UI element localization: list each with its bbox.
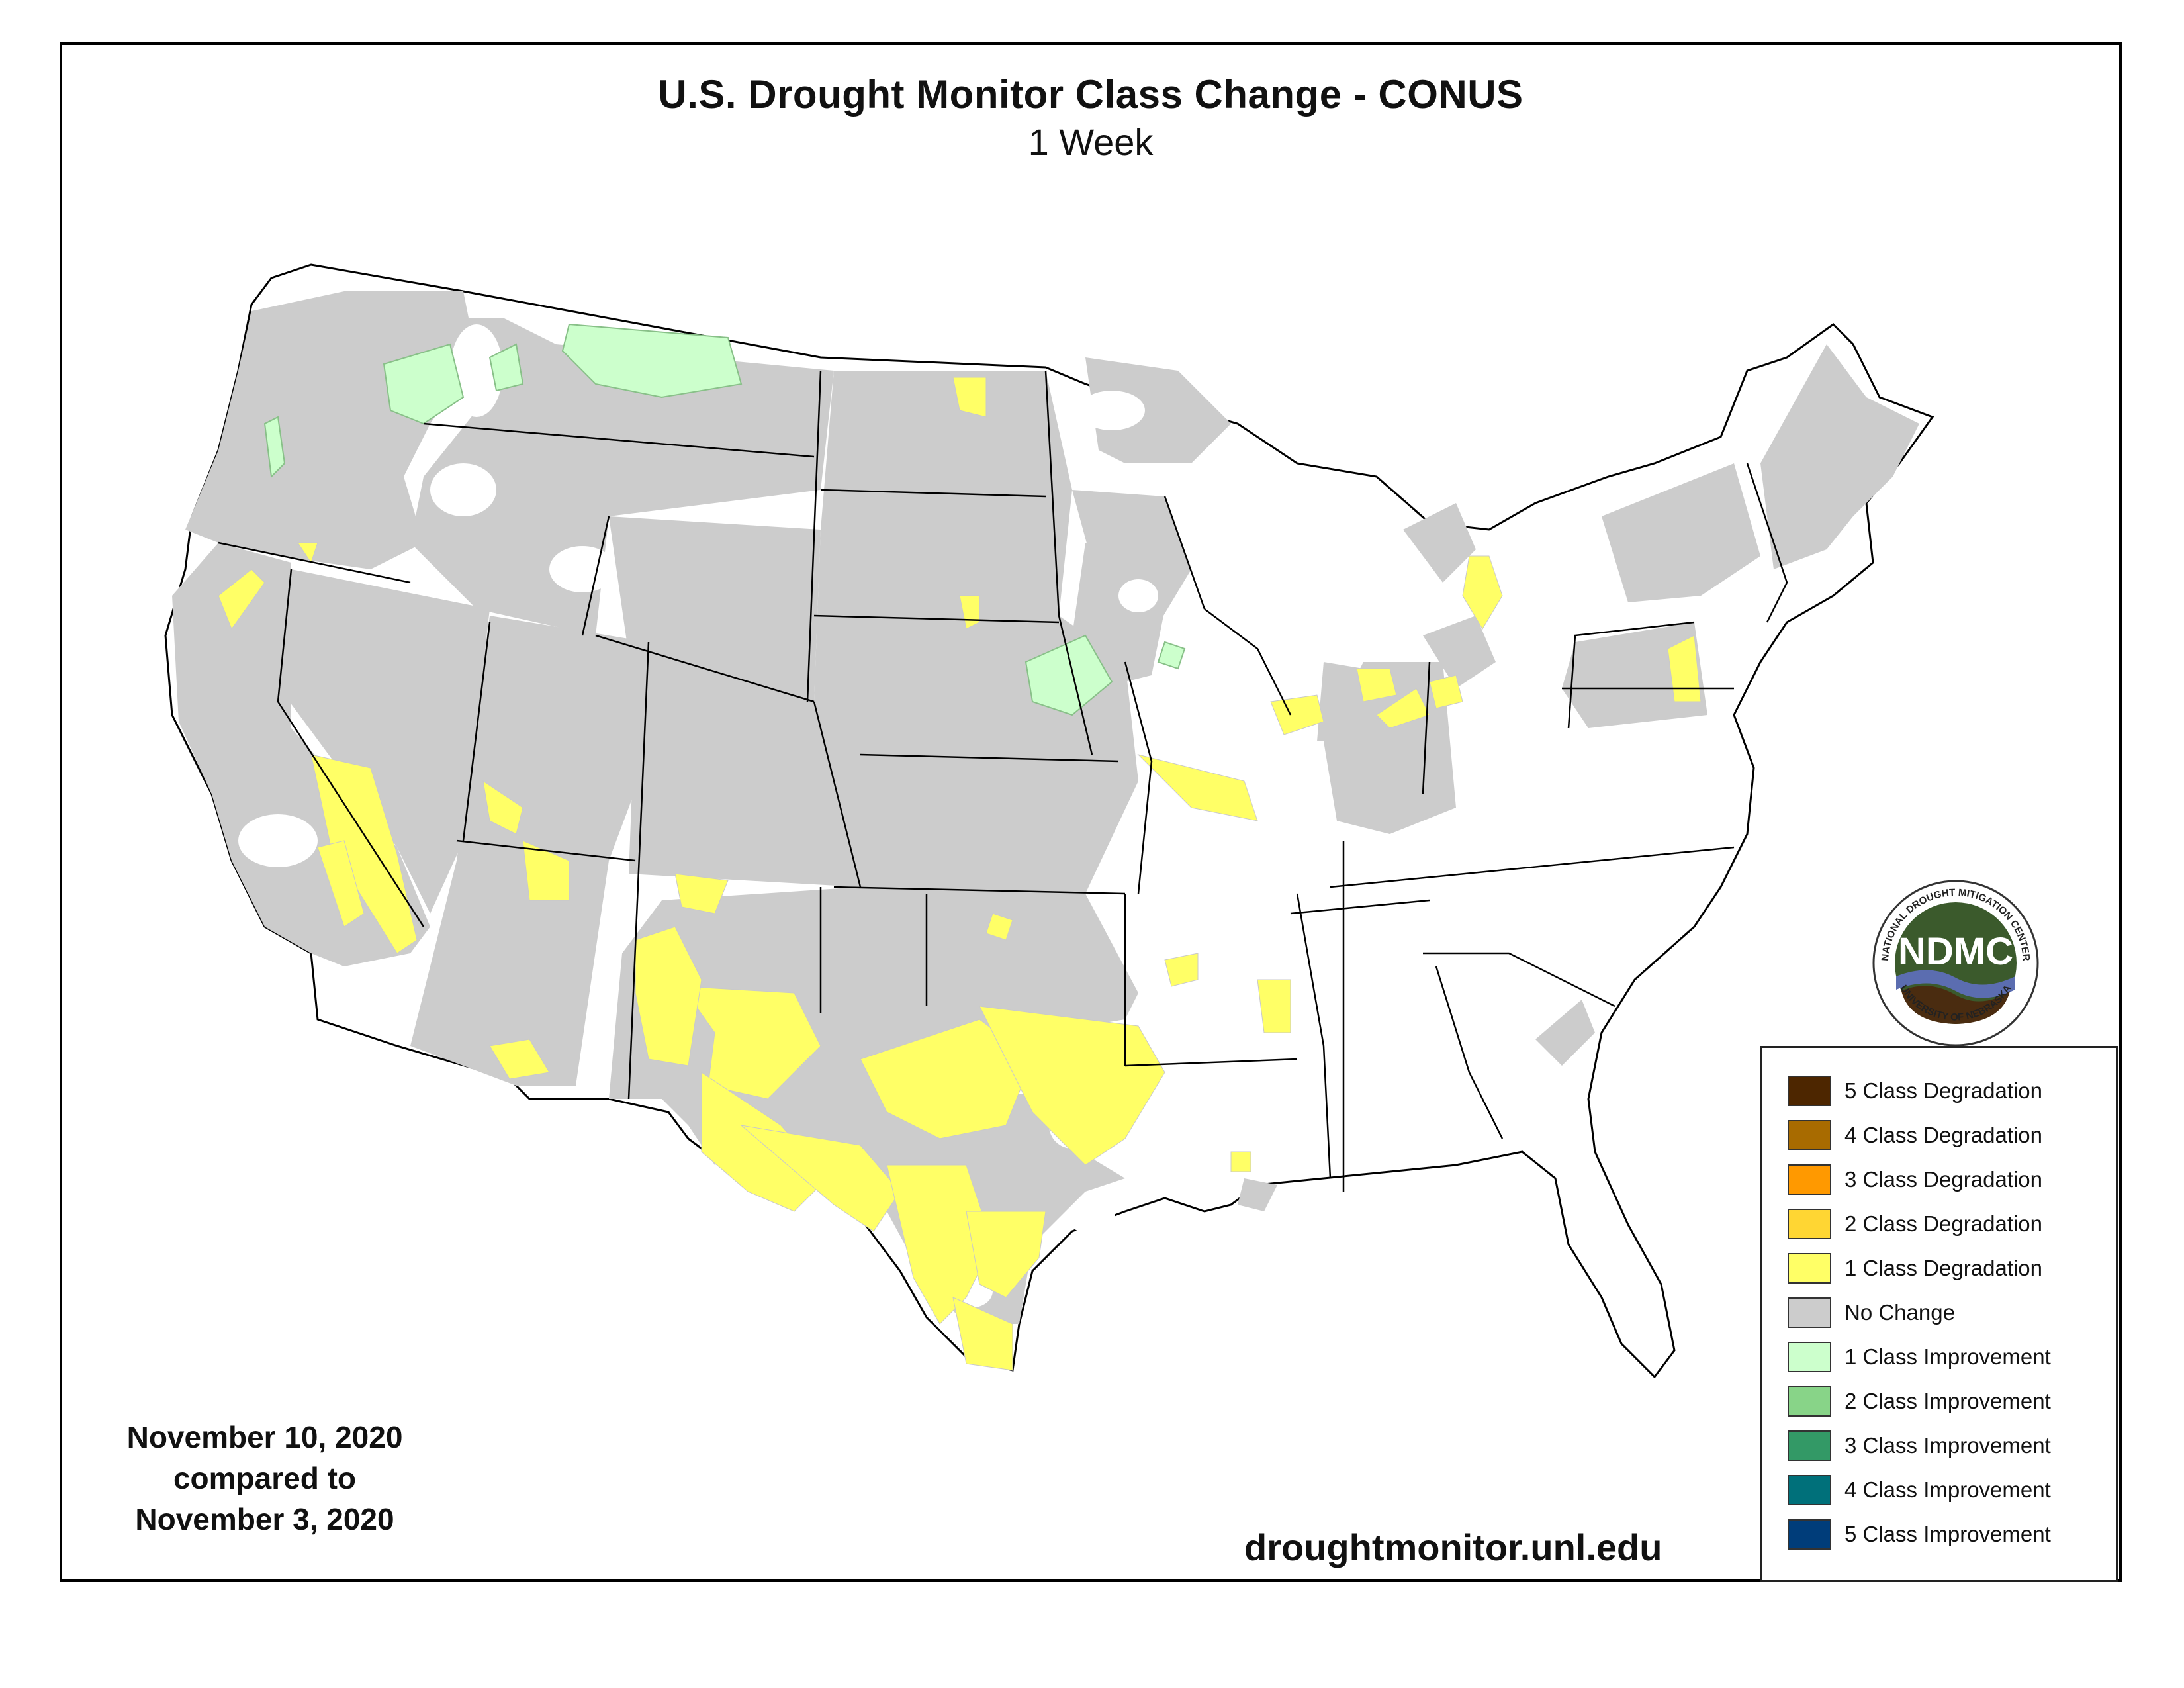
legend-swatch <box>1788 1297 1831 1328</box>
improvement-areas <box>263 323 1186 716</box>
legend-item: 5 Class Degradation <box>1788 1074 2042 1107</box>
degradation-areas <box>218 377 1702 1371</box>
logo-water-band <box>1896 970 2015 998</box>
legend-label: 4 Class Degradation <box>1844 1123 2042 1147</box>
legend-item: 3 Class Degradation <box>1788 1163 2042 1196</box>
legend-label: No Change <box>1844 1300 1955 1325</box>
previous-date: November 3, 2020 <box>135 1502 394 1536</box>
legend-swatch <box>1788 1076 1831 1106</box>
current-date: November 10, 2020 <box>126 1420 403 1454</box>
legend-label: 5 Class Degradation <box>1844 1078 2042 1103</box>
legend-item: 1 Class Improvement <box>1788 1340 2051 1374</box>
legend-item: 4 Class Degradation <box>1788 1119 2042 1152</box>
state-borders <box>218 370 1788 1192</box>
legend-swatch <box>1788 1386 1831 1417</box>
legend-swatch <box>1788 1342 1831 1372</box>
legend-swatch <box>1788 1430 1831 1461</box>
legend-item: No Change <box>1788 1296 1955 1329</box>
legend-label: 2 Class Degradation <box>1844 1211 2042 1236</box>
legend-label: 4 Class Improvement <box>1844 1477 2051 1502</box>
legend-item: 3 Class Improvement <box>1788 1429 2051 1462</box>
logo-soil <box>1901 986 2010 1024</box>
legend-swatch <box>1788 1475 1831 1505</box>
legend-swatch <box>1788 1209 1831 1239</box>
legend-item: 4 Class Improvement <box>1788 1474 2051 1507</box>
source-url: droughtmonitor.unl.edu <box>1244 1526 1662 1568</box>
legend-item: 2 Class Degradation <box>1788 1207 2042 1241</box>
logo-text: NDMC <box>1898 930 2013 973</box>
legend-label: 2 Class Improvement <box>1844 1389 2051 1413</box>
map-subtitle: 1 Week <box>1028 121 1154 163</box>
legend-label: 3 Class Improvement <box>1844 1433 2051 1458</box>
legend-item: 5 Class Improvement <box>1788 1518 2051 1551</box>
legend-label: 1 Class Degradation <box>1844 1256 2042 1280</box>
date-comparison: November 10, 2020 compared to November 3… <box>99 1417 430 1540</box>
legend-label: 5 Class Improvement <box>1844 1522 2051 1546</box>
legend-item: 1 Class Degradation <box>1788 1252 2042 1285</box>
legend-swatch <box>1788 1164 1831 1195</box>
compared-to-label: compared to <box>173 1461 357 1495</box>
legend-swatch <box>1788 1253 1831 1284</box>
legend: 5 Class Degradation 4 Class Degradation 3 … <box>1760 1046 2118 1582</box>
map-title: U.S. Drought Monitor Class Change - CONU… <box>658 72 1524 117</box>
legend-swatch <box>1788 1519 1831 1550</box>
legend-swatch <box>1788 1120 1831 1150</box>
legend-label: 3 Class Degradation <box>1844 1167 2042 1192</box>
legend-label: 1 Class Improvement <box>1844 1344 2051 1369</box>
legend-item: 2 Class Improvement <box>1788 1385 2051 1418</box>
ndmc-logo: NDMC NATIONAL DROUGHT MITIGATION CENTER … <box>1870 877 2042 1053</box>
